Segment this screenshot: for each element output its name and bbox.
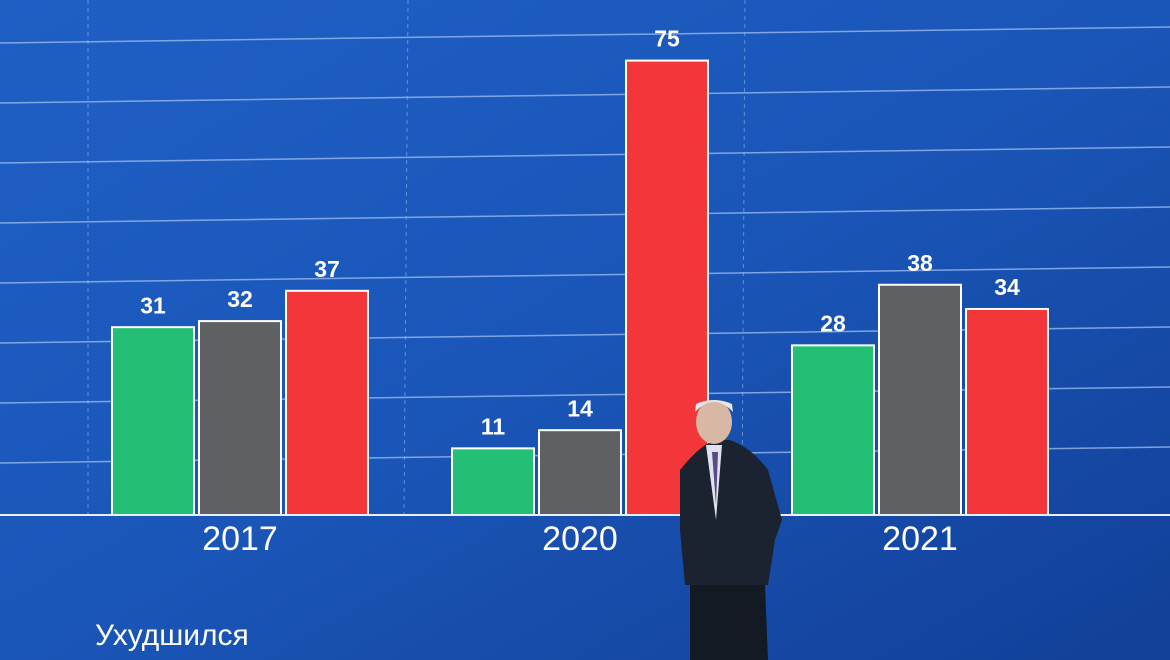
bar (878, 283, 962, 516)
x-tick-label: 2021 (882, 520, 958, 558)
legend-caption: Ухудшился (95, 619, 249, 652)
screen-line (0, 26, 1170, 44)
data-label: 14 (567, 395, 593, 421)
bar (285, 289, 369, 516)
bars (111, 59, 1049, 517)
bar (965, 308, 1049, 516)
x-tick-label: 2020 (542, 520, 618, 558)
data-label: 34 (994, 274, 1020, 300)
data-label: 38 (907, 250, 933, 276)
bar (198, 320, 282, 516)
screen-line (0, 266, 1170, 284)
data-label: 31 (140, 292, 166, 318)
bar (111, 326, 195, 517)
vertical-dividers (87, 0, 746, 516)
bar (791, 344, 875, 516)
presenter (680, 400, 782, 660)
bar (625, 59, 709, 517)
data-label: 37 (314, 256, 340, 282)
data-label: 11 (481, 413, 506, 439)
screen-line (0, 146, 1170, 164)
screen-line (0, 86, 1170, 104)
x-tick-label: 2017 (202, 520, 278, 558)
screen-line (0, 206, 1170, 224)
data-label: 75 (654, 26, 680, 52)
data-label: 28 (820, 310, 846, 336)
bar (538, 429, 622, 517)
bar (451, 447, 535, 516)
data-label: 32 (227, 286, 253, 312)
